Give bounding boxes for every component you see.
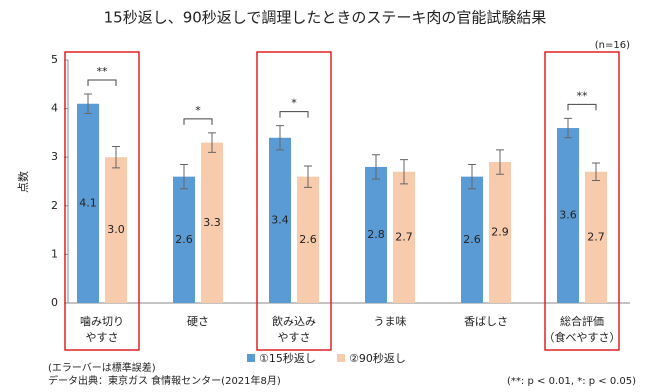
y-tick-label: 2	[51, 199, 58, 212]
y-tick-label: 5	[51, 53, 58, 66]
highlight-box	[64, 51, 140, 351]
value-label: 3.0	[107, 223, 125, 236]
bar	[269, 137, 291, 303]
x-tick-label: 飲み込みやすさ	[272, 314, 316, 344]
chart-title: 15秒返し、90秒返しで調理したときのステーキ肉の官能試験結果	[104, 9, 547, 27]
error-bar	[468, 163, 476, 190]
footnote: (エラーバーは標準誤差)	[48, 361, 156, 374]
bar	[77, 103, 99, 304]
error-bar	[84, 93, 92, 114]
legend-swatch	[247, 354, 255, 362]
significance-bracket	[279, 111, 309, 118]
error-bar	[592, 162, 600, 182]
error-bar	[208, 132, 216, 153]
x-tick-label: 総合評価（食べやすさ）	[544, 314, 621, 344]
bar	[365, 166, 387, 303]
value-label: 2.8	[367, 228, 385, 241]
highlight-box	[544, 51, 620, 351]
significance-mark: **	[577, 89, 589, 102]
error-bar	[496, 149, 504, 175]
value-label: 3.4	[271, 213, 289, 226]
value-label: 3.3	[203, 216, 221, 229]
x-tick-label: 噛み切りやすさ	[80, 314, 124, 344]
legend-label: ②90秒返し	[349, 351, 406, 365]
x-tick-label: 硬さ	[187, 315, 209, 328]
x-tick-label: 香ばしさ	[464, 315, 508, 328]
significance-mark: *	[195, 104, 201, 117]
y-tick-label: 1	[51, 247, 58, 260]
y-tick-label: 3	[51, 150, 58, 163]
significance-mark: *	[291, 97, 297, 110]
legend-swatch	[337, 354, 345, 362]
bar	[105, 157, 127, 303]
value-label: 2.6	[175, 233, 193, 246]
y-tick-label: 0	[51, 296, 58, 309]
error-bar	[372, 154, 380, 180]
value-label: 2.7	[587, 230, 605, 243]
bar	[461, 176, 483, 303]
bar	[393, 171, 415, 303]
highlight-box	[256, 51, 332, 351]
bar	[201, 142, 223, 303]
bar	[557, 128, 579, 303]
x-tick-label: うま味	[374, 315, 407, 328]
y-tick-label: 4	[51, 102, 58, 115]
error-bar	[276, 125, 284, 151]
significance-bracket	[567, 103, 597, 111]
value-label: 2.6	[463, 233, 481, 246]
bar	[489, 162, 511, 303]
y-axis-label: 点数	[17, 171, 30, 193]
value-label: 2.9	[491, 226, 509, 239]
bar	[297, 176, 319, 303]
sample-note: (n=16)	[595, 40, 630, 51]
value-label: 3.6	[559, 209, 577, 222]
significance-mark: **	[97, 65, 109, 78]
bar	[585, 171, 607, 303]
significance-bracket	[183, 118, 213, 125]
error-bar	[304, 165, 312, 188]
error-bar	[564, 117, 572, 139]
bar	[173, 176, 195, 303]
value-label: 2.7	[395, 230, 413, 243]
error-bar	[180, 163, 188, 190]
footnote: データ出典：東京ガス 食情報センター(2021年8月)	[48, 374, 281, 387]
value-label: 4.1	[79, 196, 97, 209]
significance-bracket	[87, 79, 117, 87]
significance-note: (**: p < 0.01, *: p < 0.05)	[507, 376, 636, 387]
value-label: 2.6	[299, 233, 317, 246]
legend-label: ①15秒返し	[259, 351, 316, 365]
error-bar	[112, 146, 120, 169]
error-bar	[400, 159, 408, 185]
